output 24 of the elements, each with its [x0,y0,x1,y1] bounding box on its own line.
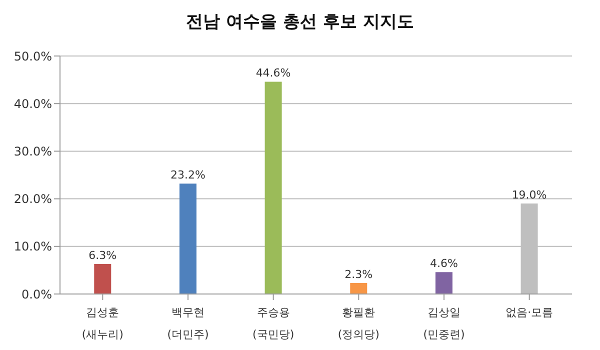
x-tick-label: 김상일 (민중련) [423,306,465,341]
bar [179,184,196,294]
bar [435,272,452,294]
y-tick-label: 50.0% [14,49,52,64]
y-tick-label: 20.0% [14,192,52,206]
bar [350,283,368,294]
data-label: 19.0% [512,188,547,202]
x-tick-label: 백무현 (더민주) [167,306,209,341]
data-label: 2.3% [344,268,373,282]
x-tick-label: 주승용 (국민당) [252,306,294,341]
x-tick-label: 김성훈 (새누리) [82,306,124,341]
data-label: 44.6% [256,66,291,80]
bar [264,82,282,294]
chart-title: 전남 여수을 총선 후보 지지도 [185,11,415,34]
y-tick-label: 10.0% [14,240,52,254]
x-tick-label: 없음·모름 [506,306,554,319]
y-tick-label: 40.0% [14,96,52,111]
data-label: 6.3% [88,249,117,262]
data-label: 23.2% [170,168,206,182]
x-tick-label: 황필환 (정의당) [338,306,380,341]
bar [94,264,112,294]
data-label: 4.6% [430,257,458,270]
y-tick-label: 30.0% [14,144,52,158]
y-tick-label: 0.0% [22,287,52,302]
